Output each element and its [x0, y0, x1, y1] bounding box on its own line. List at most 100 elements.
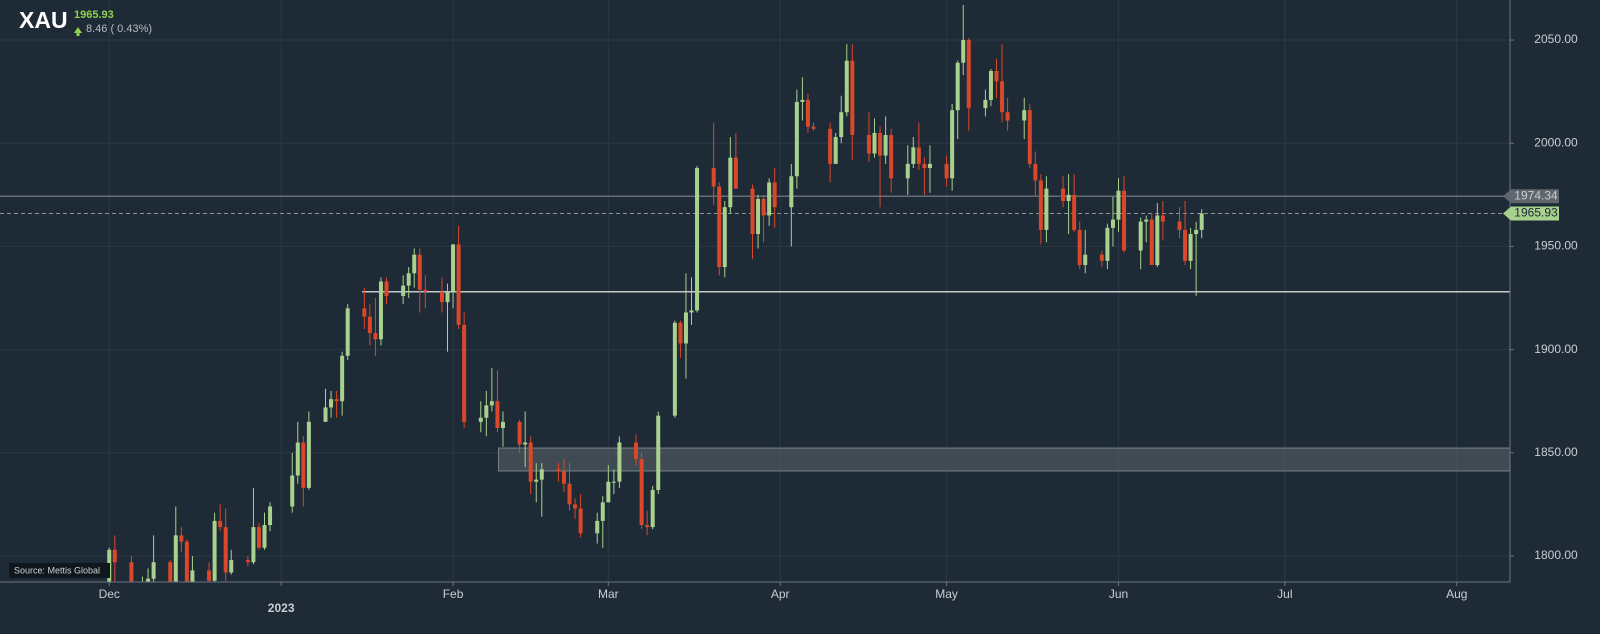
candle-body: [866, 134, 871, 154]
candle-body: [1061, 188, 1066, 202]
chart-title: XAU: [19, 7, 68, 33]
up-arrow-icon: [74, 27, 82, 36]
candle-body: [756, 198, 761, 235]
candle-body: [534, 479, 539, 482]
candle-body: [1027, 110, 1032, 164]
grid: [0, 0, 1510, 582]
candle-body: [966, 40, 971, 109]
last-price: 1965.93: [74, 9, 114, 21]
candle-body: [451, 244, 456, 292]
candle-body: [412, 254, 417, 274]
candle-body: [600, 502, 605, 521]
candle-body: [334, 399, 339, 402]
candle-body: [423, 289, 428, 292]
candle-body: [295, 442, 300, 476]
candle-body: [262, 525, 267, 548]
candle-body: [223, 527, 228, 573]
candle-body: [922, 163, 927, 168]
candle-body: [689, 310, 694, 313]
candle-body: [889, 134, 894, 179]
candle-body: [634, 442, 639, 459]
candle-body: [872, 132, 877, 154]
candle-body: [378, 281, 383, 340]
candle-body: [1160, 215, 1165, 222]
candle-body: [905, 163, 910, 179]
candle-body: [750, 188, 755, 235]
candle-body: [168, 562, 173, 582]
candle-body: [695, 167, 700, 311]
y-tick-label: 2000.00: [1534, 135, 1578, 149]
candle-body: [373, 333, 378, 340]
candle-body: [927, 163, 932, 168]
candle-body: [573, 504, 578, 509]
candle-body: [561, 471, 566, 484]
candle-body: [883, 134, 888, 156]
candle-body: [329, 399, 334, 408]
candle-body: [500, 421, 505, 429]
candle-body: [179, 535, 184, 542]
candle-body: [417, 254, 422, 290]
candle-body: [1188, 234, 1193, 261]
x-tick-label: Mar: [598, 587, 619, 601]
candle-body: [944, 163, 949, 179]
candle-body: [556, 469, 561, 472]
candle-body: [112, 549, 117, 563]
candle-body: [1038, 180, 1043, 230]
candle-body: [1077, 229, 1082, 265]
x-tick-label: May: [935, 587, 958, 601]
candle-body: [1116, 190, 1121, 220]
last-price-label: 1965.93: [1514, 206, 1558, 220]
candle-body: [656, 415, 661, 490]
candle-body: [184, 541, 189, 582]
candle-body: [207, 570, 212, 581]
candle-body: [190, 570, 195, 582]
y-tick-label: 1800.00: [1534, 548, 1578, 562]
candle-body: [401, 285, 406, 296]
candle-body: [833, 137, 838, 164]
candle-body: [878, 132, 883, 156]
candle-body: [733, 157, 738, 189]
candle-body: [617, 442, 622, 482]
candle-body: [301, 442, 306, 488]
x-tick-label: 2023: [268, 601, 295, 615]
candle-body: [578, 508, 583, 534]
candle-body: [1183, 229, 1188, 261]
candle-body: [828, 128, 833, 164]
x-tick-label: Apr: [771, 587, 790, 601]
candle-body: [595, 520, 600, 534]
candle-body: [1105, 227, 1110, 261]
candle-body: [1099, 254, 1104, 261]
source-note: Source: Mettis Global: [14, 565, 100, 575]
candle-body: [1066, 194, 1071, 202]
candle-body: [1044, 188, 1049, 230]
candle-body: [606, 481, 611, 503]
candle-body: [767, 182, 772, 216]
candle-body: [722, 207, 727, 268]
candle-body: [650, 489, 655, 528]
candle-body: [988, 70, 993, 100]
last-price-badge: [1503, 206, 1559, 221]
candle-body: [129, 562, 134, 582]
candle-body: [528, 442, 533, 482]
candle-body: [439, 291, 444, 303]
candle-body: [245, 560, 250, 563]
candle-body: [1005, 112, 1010, 121]
candle-body: [523, 442, 528, 445]
candle-body: [772, 182, 777, 208]
candle-body: [1149, 219, 1154, 265]
candle-body: [916, 147, 921, 164]
price-change: 8.46 ( 0.43%): [86, 23, 152, 35]
y-tick-label: 1850.00: [1534, 445, 1578, 459]
candle-body: [345, 308, 350, 356]
candle-body: [1138, 221, 1143, 251]
price-zone: [498, 447, 1510, 472]
candle-body: [955, 62, 960, 111]
candle-body: [229, 560, 234, 573]
y-tick-label: 1950.00: [1534, 239, 1578, 253]
axes: 1800.00 1850.00 1900.00 1950.00 2000.00 2050.…: [99, 32, 1578, 615]
candle-body: [218, 520, 223, 528]
candle-body: [800, 99, 805, 102]
candle-body: [789, 176, 794, 208]
candle-body: [1072, 194, 1077, 230]
candle-body: [950, 110, 955, 179]
